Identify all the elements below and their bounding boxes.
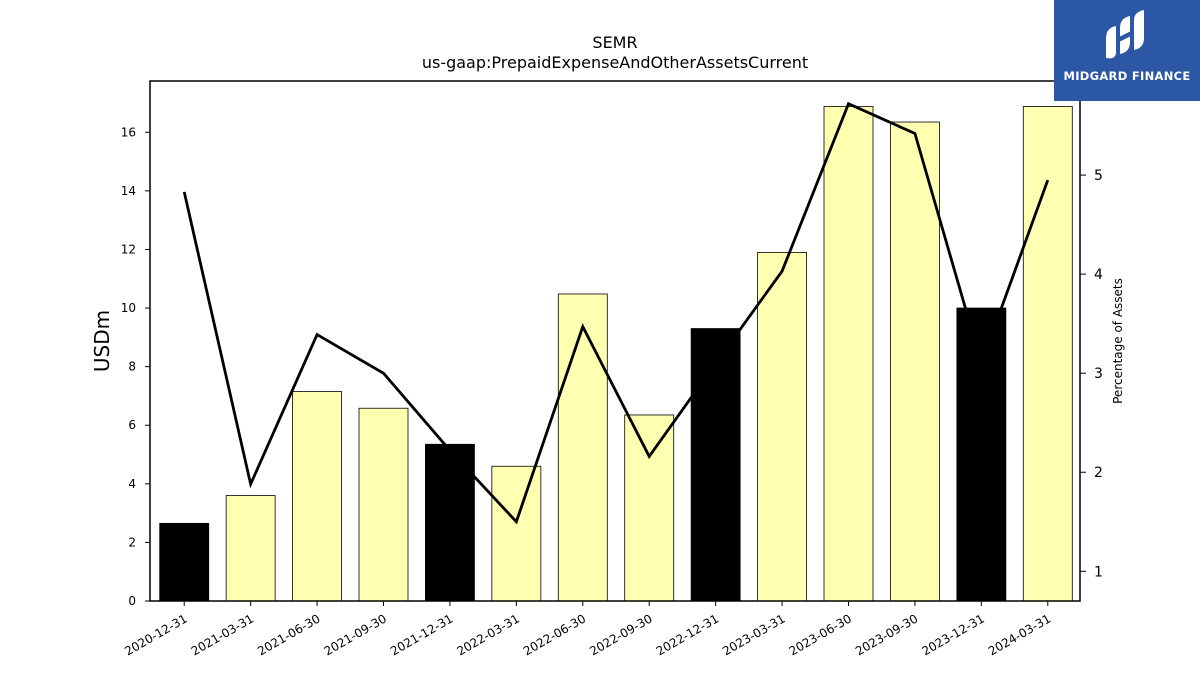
y-left-tick-label: 4 <box>128 477 136 491</box>
chart-subtitle: us-gaap:PrepaidExpenseAndOtherAssetsCurr… <box>422 53 808 72</box>
y-left-tick-label: 2 <box>128 535 136 549</box>
bar-2023-06-30 <box>823 106 874 602</box>
bar-2020-12-31 <box>159 522 210 602</box>
bar-2022-12-31 <box>690 328 741 602</box>
x-tick-label: 2022-12-31 <box>654 611 721 658</box>
bar-2021-06-30 <box>292 391 342 602</box>
bar-2022-06-30 <box>557 293 608 602</box>
percentage-line <box>182 101 1050 525</box>
x-tick-label: 2022-09-30 <box>587 611 654 658</box>
midgard-logo-icon <box>1106 10 1144 59</box>
y-axis-left: 0 2 4 6 8 10 12 14 16 <box>121 125 150 608</box>
bar-2023-09-30 <box>890 121 940 602</box>
y-axis-right: 1 2 3 4 5 <box>1080 168 1103 580</box>
bar-2021-03-31 <box>225 495 276 602</box>
logo-text: MIDGARD FINANCE <box>1063 69 1191 83</box>
x-tick-label: 2023-03-31 <box>720 611 787 658</box>
y-axis-right-label: Percentage of Assets <box>1111 278 1125 404</box>
x-tick-label: 2021-06-30 <box>255 611 322 658</box>
y-axis-left-label: USDm <box>90 310 114 372</box>
x-tick-label: 2021-12-31 <box>388 611 455 658</box>
bar-2022-03-31 <box>491 465 542 602</box>
bar-2023-03-31 <box>757 251 807 602</box>
y-right-tick-label: 4 <box>1094 267 1103 283</box>
y-right-tick-label: 5 <box>1094 168 1103 184</box>
x-tick-label: 2020-12-31 <box>122 611 189 658</box>
x-tick-label: 2021-03-31 <box>189 611 256 658</box>
y-right-tick-label: 1 <box>1094 564 1103 580</box>
y-right-tick-label: 3 <box>1094 366 1103 382</box>
x-tick-label: 2023-06-30 <box>787 611 854 658</box>
plot-frame <box>149 80 1081 602</box>
bar-2021-09-30 <box>358 407 409 602</box>
bar-2021-12-31 <box>425 443 475 602</box>
bars-group <box>159 106 1073 602</box>
bar-2024-03-31 <box>1022 106 1073 602</box>
y-left-tick-label: 0 <box>128 594 136 608</box>
x-tick-label: 2022-03-31 <box>454 611 521 658</box>
x-axis: 2020-12-31 2021-03-31 2021-06-30 2021-09-30… <box>122 601 1053 658</box>
y-left-tick-label: 14 <box>121 184 136 198</box>
y-left-tick-label: 10 <box>121 301 136 315</box>
midgard-finance-logo: MIDGARD FINANCE <box>1054 0 1200 101</box>
x-tick-label: 2024-03-31 <box>986 611 1053 658</box>
x-tick-label: 2023-12-31 <box>919 611 986 658</box>
bar-2022-09-30 <box>624 414 675 602</box>
x-tick-label: 2023-09-30 <box>853 611 920 658</box>
y-right-tick-label: 2 <box>1094 465 1103 481</box>
y-left-tick-label: 8 <box>128 360 136 374</box>
y-left-tick-label: 6 <box>128 418 136 432</box>
line-group <box>182 101 1050 525</box>
x-tick-label: 2021-09-30 <box>322 611 389 658</box>
x-tick-label: 2022-06-30 <box>521 611 588 658</box>
bar-2023-12-31 <box>956 307 1007 602</box>
chart-title: SEMR <box>592 33 637 52</box>
y-left-tick-label: 16 <box>121 125 136 139</box>
y-left-tick-label: 12 <box>121 242 136 256</box>
